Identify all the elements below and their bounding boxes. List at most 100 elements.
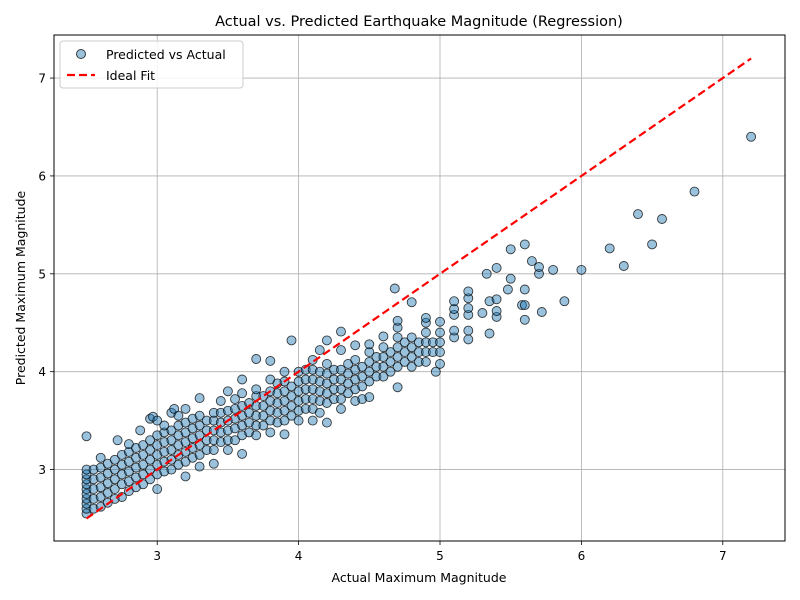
scatter-point [180,403,191,414]
scatter-point [329,374,339,385]
scatter-point [286,381,297,392]
scatter-point [491,306,502,316]
scatter-point [145,454,156,465]
scatter-point [265,427,276,438]
scatter-point [519,284,530,295]
scatter-point [435,316,445,327]
plot-frame [53,34,786,542]
scatter-point [251,384,262,395]
scatter-point [251,410,262,421]
legend-label-predicted: Predicted vs Actual [106,47,226,62]
scatter-point [399,356,410,367]
scatter-point [427,347,438,358]
scatter-point [435,337,445,348]
scatter-point [230,394,240,405]
scatter-point [109,474,120,485]
ideal-fit-line [85,57,752,520]
scatter-point [449,296,460,307]
scatter-point [413,347,424,358]
scatter-point [505,273,516,284]
scatter-point [357,371,368,382]
scatter-point [237,374,248,385]
scatter-point [463,286,474,297]
scatter-point [413,356,424,367]
y-axis-ticks: 3 4 5 6 7 [38,72,54,477]
scatter-point [420,327,431,338]
scatter-point [194,393,205,404]
scatter-point [350,340,361,351]
scatter-point [517,300,527,311]
scatter-point [371,352,382,362]
scatter-point [399,347,410,358]
scatter-point [392,352,403,362]
legend: Predicted vs Actual Ideal Fit [59,40,244,89]
scatter-point [364,392,375,403]
scatter-point [152,484,163,495]
scatter-point [336,403,346,414]
x-axis-label: Actual Maximum Magnitude [332,570,507,585]
scatter-point [430,366,441,377]
scatter-point [406,332,417,343]
y-tick-label: 6 [38,169,46,183]
scatter-point [222,435,233,446]
scatter-point [258,410,269,421]
scatter-point [109,454,120,465]
scatter-point [604,243,615,254]
scatter-point [413,337,424,348]
x-tick-label: 3 [153,549,161,563]
legend-frame [59,40,244,89]
scatter-point [357,361,368,372]
scatter-point [166,445,177,455]
scatter-point [392,315,403,326]
scatter-point [279,386,290,397]
scatter-point [378,331,389,342]
scatter-point [526,256,537,267]
scatter-point [194,420,205,431]
scatter-point [463,309,474,320]
scatter-point [201,415,212,426]
scatter-point [463,334,474,345]
scatter-point [152,415,163,426]
scatter-point [435,358,445,369]
scatter-point [300,374,311,385]
scatter-point [237,448,248,459]
y-tick-label: 5 [38,267,46,281]
scatter-point [279,429,290,440]
scatter-point [449,304,460,314]
scatter-point [378,361,389,372]
scatter-point [477,308,488,318]
scatter-point [357,381,368,392]
scatter-point [378,342,389,353]
scatter-point [336,394,346,405]
scatter-point [657,214,667,224]
scatter-point [689,186,700,197]
scatter-point [491,262,502,273]
scatter-point [618,261,629,271]
scatter-point [222,445,233,455]
scatter-point [385,366,396,377]
scatter-point [329,364,339,375]
x-tick-label: 4 [295,549,303,563]
scatter-point [173,410,184,421]
scatter-point [392,342,403,353]
scatter-point [279,415,290,426]
x-tick-label: 5 [436,549,444,563]
scatter-point [138,449,149,460]
scatter-point [385,347,396,358]
scatter-point [534,262,544,272]
scatter-point [138,459,149,470]
y-axis-label: Predicted Maximum Magnitude [13,190,28,385]
scatter-point [406,297,417,308]
scatter-point [406,361,417,372]
scatter-point [392,361,403,372]
scatter-point [420,337,431,348]
scatter-point [208,407,219,418]
scatter-point [222,386,233,397]
scatter-point [321,335,332,346]
scatter-point [293,415,304,426]
scatter-point [286,410,297,421]
scatter-point [321,417,332,428]
scatter-point [286,391,297,402]
scatter-point [534,268,544,279]
scatter-point [159,420,170,431]
